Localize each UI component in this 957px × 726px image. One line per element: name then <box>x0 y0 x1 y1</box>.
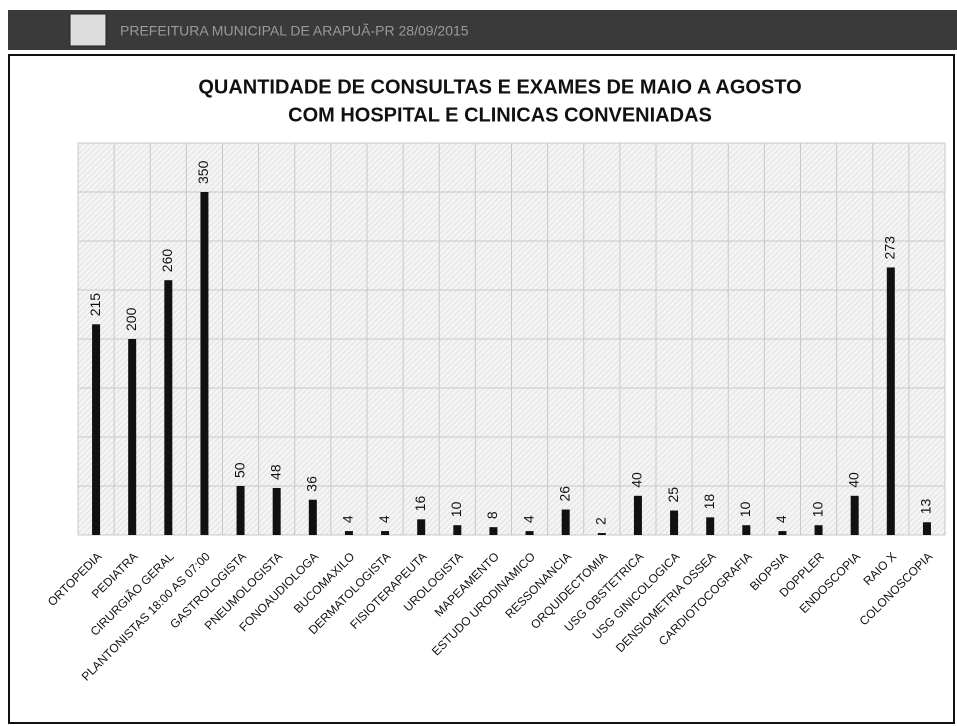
value-label: 200 <box>123 307 139 331</box>
value-label: 48 <box>267 464 283 480</box>
value-label: 4 <box>376 515 392 523</box>
value-label: 8 <box>484 511 500 519</box>
value-label: 26 <box>556 486 572 502</box>
bar <box>236 486 245 535</box>
value-label: 350 <box>195 160 211 184</box>
bar <box>850 495 859 535</box>
bar <box>922 522 931 535</box>
value-label: 36 <box>304 476 320 492</box>
header-title: PREFEITURA MUNICIPAL DE ARAPUÃ-PR 28/09/… <box>120 23 469 39</box>
value-label: 18 <box>701 494 717 510</box>
bar <box>308 499 317 535</box>
bar <box>92 324 101 535</box>
value-label: 16 <box>412 496 428 512</box>
bar <box>489 527 498 535</box>
bar <box>417 519 426 535</box>
value-label: 4 <box>520 515 536 523</box>
value-label: 2 <box>593 517 609 525</box>
value-label: 273 <box>882 236 898 260</box>
bar <box>742 525 751 535</box>
chart-title: QUANTIDADE DE CONSULTAS E EXAMES DE MAIO… <box>198 76 801 98</box>
emblem <box>69 13 107 47</box>
bar <box>814 525 823 535</box>
bar <box>381 531 390 535</box>
header-bar <box>8 10 957 50</box>
value-label: 13 <box>918 498 934 514</box>
bar <box>272 487 281 535</box>
value-label: 50 <box>231 462 247 478</box>
bar <box>344 531 353 535</box>
bar <box>706 517 715 535</box>
value-label: 10 <box>448 501 464 517</box>
value-label: 215 <box>87 293 103 317</box>
bar <box>778 531 787 535</box>
value-label: 4 <box>773 515 789 523</box>
bar <box>525 531 534 535</box>
value-label: 40 <box>629 472 645 488</box>
bar <box>561 509 570 535</box>
bar <box>633 495 642 535</box>
value-label: 4 <box>340 515 356 523</box>
bar <box>128 339 137 535</box>
value-label: 10 <box>809 501 825 517</box>
bar <box>200 192 209 535</box>
bar <box>886 267 895 535</box>
bar <box>597 533 606 535</box>
value-label: 260 <box>159 249 175 273</box>
value-label: 25 <box>665 487 681 503</box>
frame <box>8 54 955 724</box>
bar <box>670 510 679 535</box>
value-label: 10 <box>737 501 753 517</box>
bar <box>453 525 462 535</box>
bar <box>164 280 173 535</box>
value-label: 40 <box>845 472 861 488</box>
chart-title: COM HOSPITAL E CLINICAS CONVENIADAS <box>288 104 712 126</box>
